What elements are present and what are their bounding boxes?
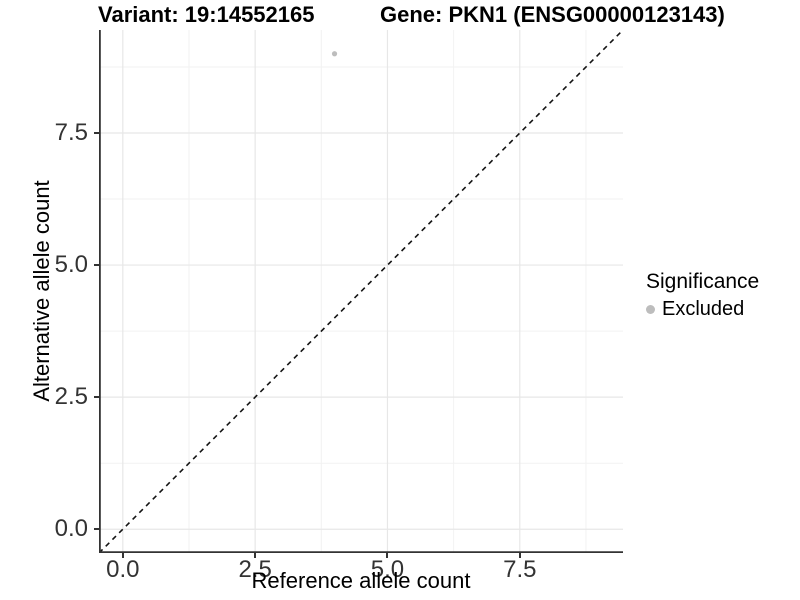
y-tick-label: 2.5: [54, 383, 88, 411]
x-tick-label: 0.0: [106, 556, 140, 583]
legend-item-label: Excluded: [662, 298, 745, 320]
x-tick-label: 5.0: [370, 556, 405, 583]
y-axis-title: Alternative allele count: [29, 180, 54, 402]
y-tick-label: 7.5: [54, 119, 88, 146]
variant-title: Variant: 19:14552165: [98, 2, 315, 27]
x-tick-mark: [121, 553, 124, 558]
gene-title: Gene: PKN1 (ENSG00000123143): [380, 2, 725, 27]
y-tick-label: 5.0: [54, 251, 88, 279]
y-tick-mark: [94, 132, 99, 134]
x-tick-mark: [518, 553, 521, 558]
x-tick-label: 2.5: [238, 556, 272, 583]
legend: Significance Excluded: [646, 269, 759, 321]
legend-key-dot-icon: [646, 305, 655, 314]
data-point: [331, 51, 338, 57]
y-tick-label: 0.0: [54, 515, 88, 543]
legend-title: Significance: [646, 270, 760, 293]
y-tick-mark: [94, 264, 99, 267]
x-tick-mark: [386, 553, 389, 558]
identity-reference-line: [99, 30, 623, 553]
x-tick-mark: [254, 553, 257, 558]
x-axis-title: Reference allele count: [251, 568, 471, 593]
plot-panel: [99, 30, 623, 553]
y-tick-mark: [94, 528, 99, 531]
x-tick-label: 7.5: [503, 556, 537, 583]
y-tick-mark: [94, 396, 99, 399]
legend-item-excluded: Excluded: [646, 298, 759, 321]
scatter-chart: [99, 30, 623, 553]
